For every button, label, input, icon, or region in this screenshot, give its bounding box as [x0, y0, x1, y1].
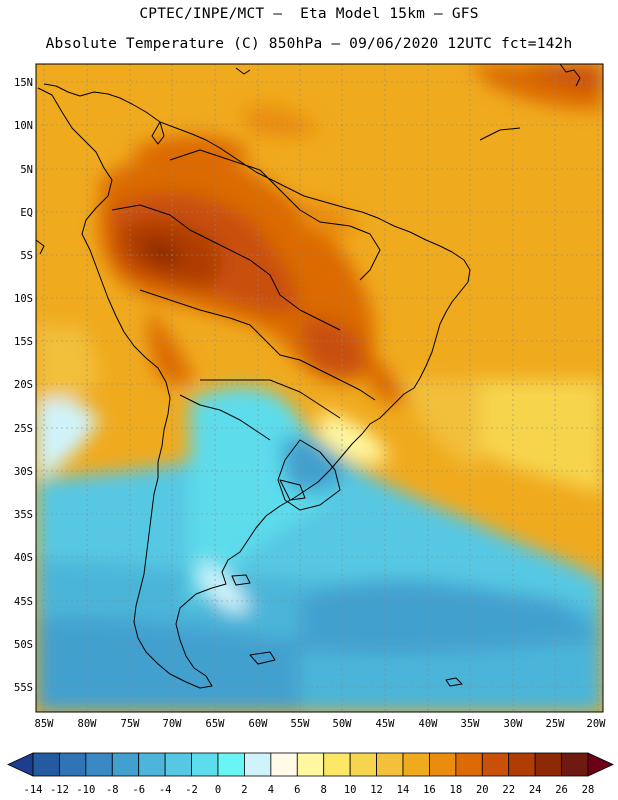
colorbar-tick-label: 14: [397, 784, 410, 796]
lat-label-25s: 25S: [14, 423, 33, 435]
lat-label-10s: 10S: [14, 293, 33, 305]
lon-label-40w: 40W: [419, 718, 439, 730]
colorbar-swatch: [217, 752, 245, 777]
lon-label-25w: 25W: [546, 718, 566, 730]
colorbar-tick-label: 26: [555, 784, 568, 796]
colorbar-tick-label: 28: [582, 784, 595, 796]
color-scale-legend: -14 -12 -10 -8 -6 -4 -2 0 2 4 6 8 10 12 14 16 18 20 22 24 26…: [7, 752, 614, 796]
colorbar-tick-label: 22: [502, 784, 515, 796]
lat-label-30s: 30S: [14, 466, 33, 478]
colorbar-swatch: [32, 752, 60, 777]
colorbar-left-arrow: [7, 752, 34, 777]
lat-label-45s: 45S: [14, 596, 33, 608]
colorbar-swatch: [85, 752, 113, 777]
coastlines: [36, 64, 581, 689]
chart-title: CPTEC/INPE/MCT – Eta Model 15km – GFS: [139, 6, 479, 22]
lat-label-5n: 5N: [20, 164, 33, 176]
colorbar-tick-label: 8: [321, 784, 327, 796]
lon-label-75w: 75W: [121, 718, 141, 730]
colorbar-swatch: [349, 752, 377, 777]
colorbar-swatch: [323, 752, 351, 777]
colorbar-swatch: [481, 752, 510, 777]
lat-label-15s: 15S: [14, 336, 33, 348]
lat-label-50s: 50S: [14, 639, 33, 651]
temperature-map: 15N 10N 5N EQ 5S 10S 15S 20S 25S 30S 35S…: [14, 63, 607, 730]
color-scale-boxes: [7, 752, 614, 777]
lon-label-60w: 60W: [249, 718, 269, 730]
lon-label-20w: 20W: [587, 718, 607, 730]
colorbar-tick-label: 12: [370, 784, 383, 796]
colorbar-swatch: [508, 752, 536, 777]
colorbar-right-arrow: [587, 752, 614, 777]
colorbar-tick-label: 2: [241, 784, 247, 796]
colorbar-tick-label: 18: [450, 784, 463, 796]
lat-label-55s: 55S: [14, 682, 33, 694]
colorbar-swatch: [455, 752, 483, 777]
colorbar-tick-label: -2: [185, 784, 198, 796]
lat-label-10n: 10N: [14, 120, 33, 132]
lat-label-40s: 40S: [14, 552, 33, 564]
chart-subtitle: Absolute Temperature (C) 850hPa – 09/06/…: [45, 36, 573, 52]
colorbar-tick-label: 10: [344, 784, 357, 796]
colorbar-tick-label: -12: [50, 784, 69, 796]
colorbar-tick-label: 4: [268, 784, 274, 796]
lon-label-85w: 85W: [35, 718, 55, 730]
lat-label-20s: 20S: [14, 379, 33, 391]
colorbar-swatch: [59, 752, 87, 777]
colorbar-swatch: [429, 752, 457, 777]
colorbar-tick-label: -6: [132, 784, 145, 796]
color-scale-ticks: -14 -12 -10 -8 -6 -4 -2 0 2 4 6 8 10 12 14 16 18 20 22 24 26…: [24, 784, 595, 796]
colorbar-swatch: [296, 752, 325, 777]
colorbar-swatch: [191, 752, 219, 777]
colorbar-swatch: [111, 752, 140, 777]
lat-label-15n: 15N: [14, 77, 33, 89]
colorbar-swatch: [561, 752, 589, 777]
lon-label-80w: 80W: [78, 718, 98, 730]
lon-label-65w: 65W: [206, 718, 226, 730]
colorbar-swatch: [244, 752, 272, 777]
lon-label-45w: 45W: [376, 718, 396, 730]
colorbar-swatch: [270, 752, 298, 777]
lat-label-5s: 5S: [20, 250, 33, 262]
colorbar-swatch: [402, 752, 430, 777]
colorbar-tick-label: -14: [24, 784, 43, 796]
colorbar-swatch: [534, 752, 562, 777]
colorbar-swatch: [138, 752, 166, 777]
lat-label-35s: 35S: [14, 509, 33, 521]
colorbar-tick-label: -4: [159, 784, 172, 796]
lon-label-30w: 30W: [504, 718, 524, 730]
colorbar-tick-label: 24: [529, 784, 542, 796]
lon-label-35w: 35W: [461, 718, 481, 730]
colorbar-tick-label: 20: [476, 784, 489, 796]
lat-lon-grid: [36, 64, 603, 712]
colorbar-tick-label: 16: [423, 784, 436, 796]
temperature-field: [36, 64, 603, 712]
lon-label-55w: 55W: [291, 718, 311, 730]
lon-label-70w: 70W: [163, 718, 183, 730]
colorbar-tick-label: 0: [215, 784, 221, 796]
latitude-labels: 15N 10N 5N EQ 5S 10S 15S 20S 25S 30S 35S…: [14, 77, 33, 694]
longitude-labels: 85W 80W 75W 70W 65W 60W 55W 50W 45W 40W …: [35, 718, 607, 730]
colorbar-tick-label: 6: [294, 784, 300, 796]
colorbar-tick-label: -8: [106, 784, 119, 796]
lon-label-50w: 50W: [333, 718, 353, 730]
colorbar-swatch: [164, 752, 192, 777]
lat-label-eq: EQ: [20, 207, 33, 219]
colorbar-swatch: [376, 752, 404, 777]
colorbar-tick-label: -10: [76, 784, 95, 796]
